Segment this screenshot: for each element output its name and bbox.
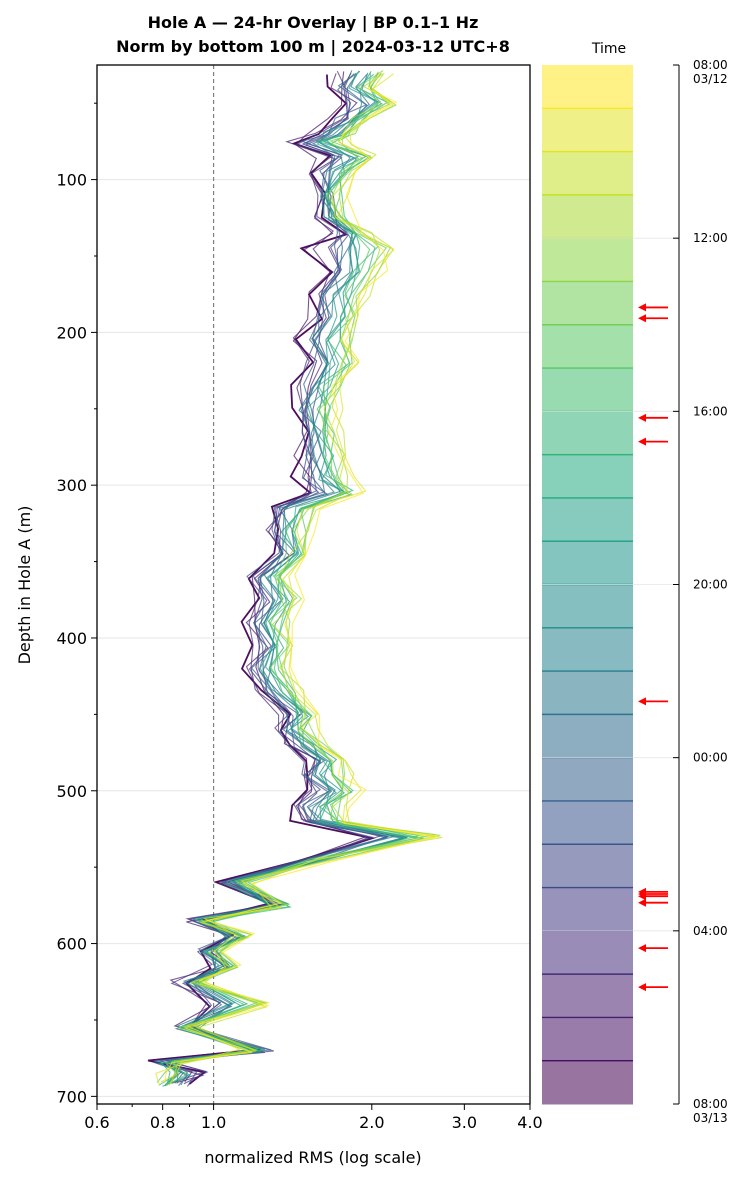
colorbar-segment <box>542 930 633 975</box>
colorbar-segment <box>542 65 633 109</box>
gridlines <box>97 179 530 1097</box>
colorbar-segment <box>542 281 633 326</box>
x-tick-label: 0.8 <box>150 1113 175 1132</box>
series-line <box>170 72 404 1086</box>
colorbar-segment <box>542 757 633 802</box>
colorbar-segment <box>542 1017 633 1062</box>
colorbar-segment <box>542 108 633 153</box>
x-tick-label: 3.0 <box>452 1113 477 1132</box>
chart-subtitle: Norm by bottom 100 m | 2024-03-12 UTC+8 <box>116 37 510 57</box>
colorbar-segment <box>542 497 633 542</box>
event-marker-head <box>638 413 646 422</box>
y-tick-label: 700 <box>56 1087 87 1106</box>
colorbar-segment <box>542 800 633 845</box>
time-date-label: 03/13 <box>693 1111 728 1125</box>
series-line <box>164 72 408 1086</box>
colorbar-segment <box>542 324 633 369</box>
time-tick-label: 08:00 <box>693 1097 728 1111</box>
series-line <box>158 72 424 1086</box>
event-marker-head <box>638 314 646 323</box>
event-marker-head <box>638 898 646 907</box>
colorbar-segment <box>542 974 633 1018</box>
colorbar-segment <box>542 714 633 759</box>
colorbar-segment <box>542 627 633 672</box>
y-tick-label: 200 <box>56 323 87 342</box>
series-line <box>164 73 420 1087</box>
series-line <box>165 70 436 1086</box>
y-tick-label: 300 <box>56 476 87 495</box>
series-line <box>164 71 438 1083</box>
plot-frame <box>96 64 531 1105</box>
series-line <box>164 73 408 1087</box>
time-tick-label: 00:00 <box>693 751 728 765</box>
chart-title: Hole A — 24-hr Overlay | BP 0.1–1 Hz <box>148 13 479 33</box>
x-tick-label: 2.0 <box>359 1113 384 1132</box>
colorbar-segment <box>542 671 633 715</box>
colorbar-segment <box>542 844 633 889</box>
time-tick-label: 08:00 <box>693 58 728 72</box>
event-marker-head <box>638 892 646 901</box>
time-date-label: 03/12 <box>693 72 728 86</box>
colorbar-title: Time <box>591 41 626 57</box>
time-tick-label: 12:00 <box>693 231 728 245</box>
time-tick-label: 16:00 <box>693 404 728 418</box>
x-tick-label: 1.0 <box>201 1113 226 1132</box>
event-marker-head <box>638 437 646 446</box>
colorbar-segment <box>542 1060 633 1105</box>
y-tick-label: 100 <box>56 171 87 190</box>
event-marker-head <box>638 303 646 312</box>
colorbar-segment <box>542 238 633 282</box>
x-axis-label: normalized RMS (log scale) <box>204 1148 421 1167</box>
time-axis: 08:0003/1212:0016:0020:0000:0004:0008:00… <box>542 58 728 1125</box>
series-lines <box>147 70 443 1087</box>
event-marker-head <box>638 944 646 953</box>
time-tick-label: 04:00 <box>693 924 728 938</box>
event-marker-head <box>638 983 646 992</box>
y-tick-label: 600 <box>56 935 87 954</box>
series-line <box>166 71 396 1084</box>
colorbar-segment <box>542 368 633 412</box>
series-line <box>160 72 443 1083</box>
colorbar-segment <box>542 887 633 932</box>
x-tick-label: 4.0 <box>517 1113 542 1132</box>
series-line <box>155 73 437 1086</box>
colorbar-segment <box>542 454 633 499</box>
event-markers <box>638 303 668 992</box>
series-line <box>165 72 370 1085</box>
series-line <box>168 73 441 1086</box>
series-line <box>156 72 424 1083</box>
event-marker-head <box>638 697 646 706</box>
colorbar-segment <box>542 411 633 456</box>
x-tick-label: 0.6 <box>84 1113 109 1132</box>
axis-ticks: 100 200 300 400 500 600 700 0.6 0.8 1.0 2.0 3.0 4.0 <box>56 102 543 1132</box>
time-tick-label: 20:00 <box>693 578 728 592</box>
time-colorbar <box>542 65 633 1105</box>
colorbar-segment <box>542 151 633 196</box>
y-tick-label: 400 <box>56 629 87 648</box>
y-tick-label: 500 <box>56 782 87 801</box>
colorbar-segment <box>542 584 633 629</box>
y-axis-label: Depth in Hole A (m) <box>15 506 34 665</box>
colorbar-segment <box>542 194 633 239</box>
colorbar-segment <box>542 541 633 585</box>
